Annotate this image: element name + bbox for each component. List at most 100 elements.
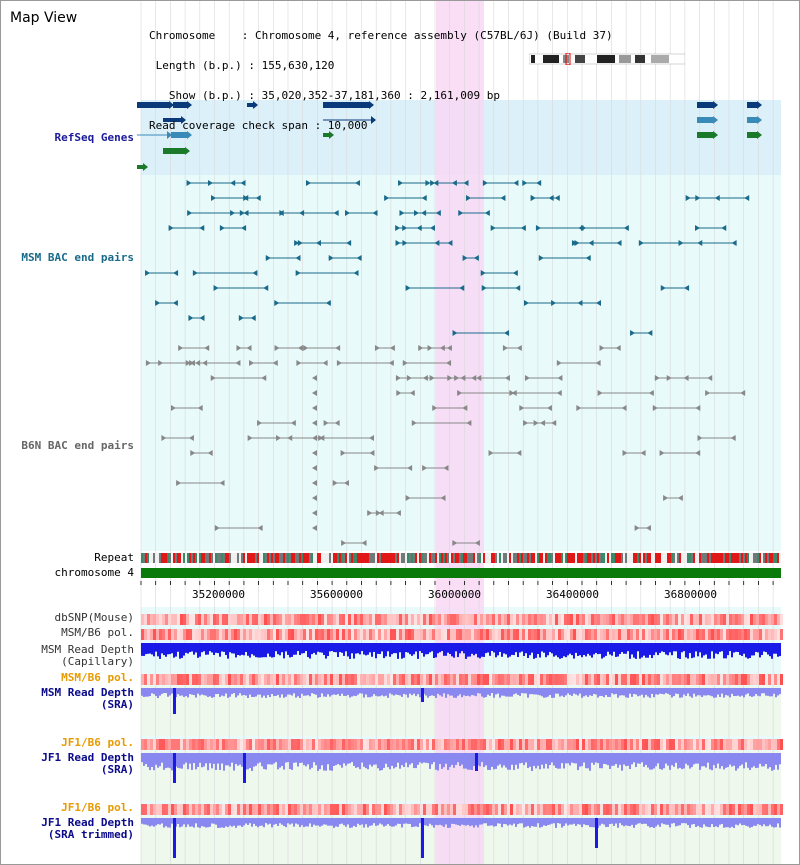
polymorphism-cell [381, 674, 384, 685]
polymorphism-cell [696, 804, 699, 815]
polymorphism-cell [231, 614, 234, 625]
read-depth-bar [397, 818, 399, 824]
polymorphism-cell [735, 629, 738, 640]
read-depth-bar [361, 688, 363, 694]
polymorphism-cell [465, 614, 468, 625]
read-depth-bar [701, 643, 703, 658]
read-depth-bar [341, 643, 343, 653]
polymorphism-cell [144, 674, 147, 685]
repeat-element [313, 553, 315, 563]
gene-feature [173, 102, 187, 108]
read-depth-bar [571, 688, 573, 696]
read-depth-bar [669, 753, 671, 770]
polymorphism-cell [534, 674, 537, 685]
repeat-element [557, 553, 559, 563]
read-depth-bar [717, 818, 719, 828]
polymorphism-cell [756, 739, 759, 750]
polymorphism-cell [285, 739, 288, 750]
read-depth-bar [567, 688, 569, 694]
polymorphism-cell [273, 804, 276, 815]
polymorphism-cell [741, 804, 744, 815]
polymorphism-cell [402, 614, 405, 625]
polymorphism-cell [333, 629, 336, 640]
read-depth-bar [525, 818, 527, 827]
polymorphism-cell [216, 674, 219, 685]
read-depth-bar [493, 818, 495, 827]
read-depth-bar [455, 688, 457, 698]
read-depth-bar [591, 643, 593, 658]
read-depth-bar [491, 688, 493, 694]
polymorphism-cell [606, 674, 609, 685]
polymorphism-cell [684, 739, 687, 750]
polymorphism-cell [585, 739, 588, 750]
read-depth-bar [547, 688, 549, 697]
read-depth-bar [225, 818, 227, 827]
polymorphism-cell [669, 674, 672, 685]
repeat-element [213, 553, 215, 563]
read-depth-bar [759, 753, 761, 764]
read-depth-bar [249, 753, 251, 769]
repeat-element [355, 553, 357, 563]
bac-pair-end [429, 225, 435, 231]
read-depth-bar [437, 753, 439, 771]
read-depth-bar [293, 818, 295, 827]
read-depth-bar [727, 688, 729, 696]
read-depth-bar [201, 688, 203, 695]
read-depth-bar [605, 688, 607, 696]
repeat-element [551, 553, 553, 563]
repeat-element [687, 553, 689, 563]
polymorphism-cell [210, 739, 213, 750]
chromosome-ideogram[interactable] [529, 53, 685, 65]
repeat-element [315, 553, 317, 563]
read-depth-bar [517, 688, 519, 695]
read-depth-bar [483, 643, 485, 657]
read-depth-bar [719, 643, 721, 652]
polymorphism-cell [546, 614, 549, 625]
bac-pair-end [621, 405, 627, 411]
read-depth-bar [525, 753, 527, 763]
gene-arrow [169, 101, 174, 109]
read-depth-bar [287, 753, 289, 763]
repeat-element [275, 553, 277, 563]
read-depth-bar [709, 753, 711, 770]
read-depth-bar [349, 688, 351, 698]
read-depth-bar [501, 643, 503, 657]
polymorphism-cell [744, 614, 747, 625]
refseq-genes-label[interactable]: RefSeq Genes [54, 131, 134, 144]
repeat-element [441, 553, 443, 563]
polymorphism-cell [408, 739, 411, 750]
read-depth-bar [663, 643, 665, 653]
msm-bac-label[interactable]: MSM BAC end pairs [21, 251, 134, 264]
polymorphism-cell [186, 674, 189, 685]
polymorphism-cell [735, 674, 738, 685]
read-depth-bar [753, 753, 755, 767]
bac-pair-end [407, 465, 413, 471]
read-depth-bar [219, 688, 221, 697]
polymorphism-cell [360, 804, 363, 815]
bac-pair-end [684, 285, 690, 291]
b6n-bac-label[interactable]: B6N BAC end pairs [21, 439, 134, 452]
read-depth-bar [415, 818, 417, 827]
read-depth-bar [681, 643, 683, 653]
polymorphism-cell [156, 739, 159, 750]
read-depth-bar [773, 753, 775, 770]
bac-pair-end [368, 435, 374, 441]
read-depth-bar [533, 688, 535, 695]
repeat-element [421, 553, 423, 563]
polymorphism-cell [177, 614, 180, 625]
read-depth-bar [581, 688, 583, 698]
polymorphism-cell [708, 629, 711, 640]
repeat-element [571, 553, 573, 563]
read-depth-bar [431, 688, 433, 696]
read-depth-bar [609, 818, 611, 825]
bac-pair-end [297, 345, 303, 351]
polymorphism-cell [774, 739, 777, 750]
gene-arrow [713, 131, 718, 139]
read-depth-bar [197, 643, 199, 658]
read-depth-bar [683, 753, 685, 769]
read-depth-bar [773, 688, 775, 694]
read-depth-bar [179, 688, 181, 696]
read-depth-bar [337, 688, 339, 695]
polymorphism-cell [444, 739, 447, 750]
polymorphism-cell [726, 804, 729, 815]
